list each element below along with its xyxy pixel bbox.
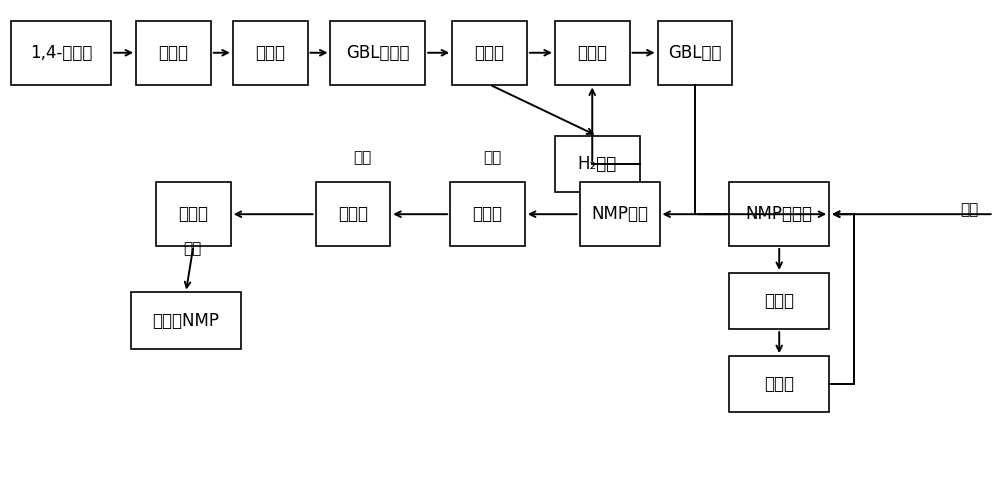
Text: 汽化器: 汽化器 (158, 44, 188, 62)
FancyBboxPatch shape (729, 183, 829, 246)
Text: 塔底: 塔底 (483, 150, 501, 165)
Text: 冷凝器: 冷凝器 (764, 292, 794, 310)
FancyBboxPatch shape (450, 183, 525, 246)
FancyBboxPatch shape (11, 21, 111, 85)
Text: 加热器: 加热器 (255, 44, 285, 62)
Text: 脱重塔: 脱重塔 (178, 205, 208, 223)
FancyBboxPatch shape (136, 21, 211, 85)
FancyBboxPatch shape (555, 21, 630, 85)
Text: 脱轻塔: 脱轻塔 (338, 205, 368, 223)
Text: H₂循环: H₂循环 (578, 155, 617, 173)
FancyBboxPatch shape (316, 183, 390, 246)
Text: 分子筛: 分子筛 (764, 375, 794, 393)
FancyBboxPatch shape (233, 21, 308, 85)
FancyBboxPatch shape (330, 21, 425, 85)
FancyBboxPatch shape (131, 292, 241, 349)
Text: 塔顶: 塔顶 (353, 150, 372, 165)
FancyBboxPatch shape (658, 21, 732, 85)
Text: 换热器: 换热器 (475, 44, 505, 62)
Text: 脱氨塔: 脱氨塔 (473, 205, 503, 223)
FancyBboxPatch shape (729, 273, 829, 329)
FancyBboxPatch shape (555, 136, 640, 192)
FancyBboxPatch shape (580, 183, 660, 246)
FancyBboxPatch shape (452, 21, 527, 85)
Text: 冷凝器: 冷凝器 (577, 44, 607, 62)
Text: 塔底: 塔底 (184, 241, 202, 256)
FancyBboxPatch shape (729, 356, 829, 412)
FancyBboxPatch shape (156, 183, 231, 246)
Text: 电子级NMP: 电子级NMP (152, 311, 219, 330)
Text: GBL粗品: GBL粗品 (668, 44, 722, 62)
Text: NMP粗品: NMP粗品 (591, 205, 648, 223)
Text: 1,4-丁二醇: 1,4-丁二醇 (30, 44, 92, 62)
Text: 甲胺: 甲胺 (960, 202, 979, 217)
Text: NMP反应器: NMP反应器 (746, 205, 813, 223)
Text: GBL反应器: GBL反应器 (346, 44, 410, 62)
